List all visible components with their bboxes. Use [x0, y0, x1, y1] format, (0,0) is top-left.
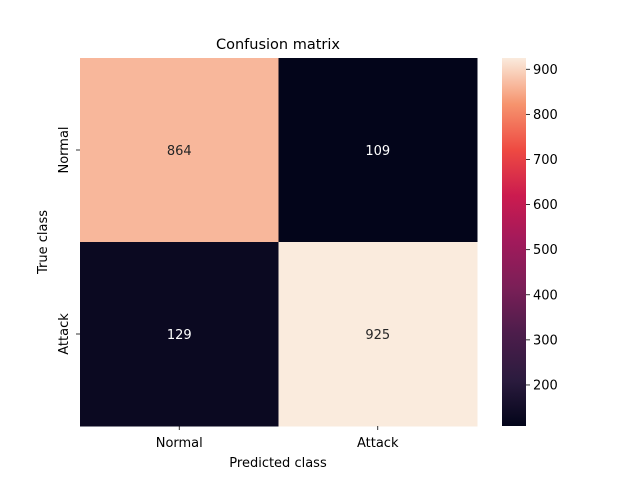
cell-value-1-1: 925 — [365, 328, 390, 343]
x-axis: Normal Attack — [156, 426, 399, 451]
colorbar-tick-label: 700 — [533, 153, 558, 168]
heatmap-cells — [80, 58, 478, 427]
colorbar-tick-label: 300 — [533, 333, 558, 348]
colorbar-tick-label: 600 — [533, 198, 558, 213]
cell-value-1-0: 129 — [167, 328, 192, 343]
colorbar-tick-label: 200 — [533, 378, 558, 393]
heatmap-cell-0-1 — [278, 58, 478, 243]
y-axis-label: True class — [36, 210, 51, 275]
heatmap-cell-1-1 — [278, 242, 478, 427]
colorbar-tick-label: 500 — [533, 243, 558, 258]
x-axis-label: Predicted class — [229, 456, 327, 471]
chart-title: Confusion matrix — [216, 37, 340, 53]
heatmap-cell-1-0 — [80, 242, 279, 427]
y-axis: Normal Attack — [57, 126, 80, 355]
y-tick-label: Normal — [57, 126, 72, 173]
y-tick-label: Attack — [57, 313, 72, 355]
cell-value-0-1: 109 — [365, 144, 390, 159]
colorbar — [502, 58, 526, 426]
colorbar-tick-label: 900 — [533, 63, 558, 78]
colorbar-axis: 200 300 400 500 600 700 800 900 — [526, 63, 558, 393]
heatmap-cell-0-0 — [80, 58, 279, 243]
cell-annotations: 864 109 129 925 — [167, 144, 390, 343]
colorbar-tick-label: 800 — [533, 108, 558, 123]
colorbar-tick-label: 400 — [533, 288, 558, 303]
x-tick-label: Attack — [357, 436, 399, 451]
x-tick-label: Normal — [156, 436, 203, 451]
cell-value-0-0: 864 — [167, 144, 192, 159]
